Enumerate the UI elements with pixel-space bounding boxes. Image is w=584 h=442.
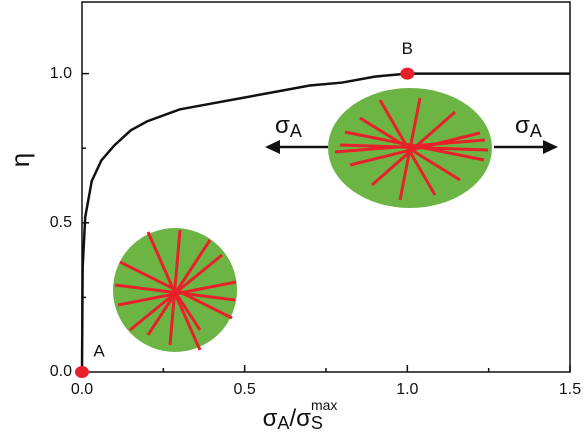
point-label: B xyxy=(402,39,413,58)
x-tick-label: 1.5 xyxy=(559,381,581,398)
arrow-label-base: σ xyxy=(275,112,290,139)
xlabel-part: S xyxy=(311,413,323,433)
arrow-label-sub: A xyxy=(530,121,542,141)
x-axis-label: σA/σSmax xyxy=(263,397,338,433)
xlabel-part: σ xyxy=(263,405,278,432)
curve xyxy=(80,72,570,373)
point xyxy=(75,366,89,378)
fiber-lines xyxy=(114,229,237,351)
xlabel-part: A xyxy=(277,413,289,433)
y-tick-label: 1.0 xyxy=(50,65,72,82)
arrow-label: σA xyxy=(275,112,302,140)
fiber-lines xyxy=(334,97,489,201)
x-tick-label: 0.0 xyxy=(71,381,93,398)
arrow-label-base: σ xyxy=(515,112,530,139)
x-tick-label: 0.5 xyxy=(234,381,256,398)
arrow-label: σA xyxy=(515,112,542,140)
xlabel-part: /σ xyxy=(289,405,311,432)
xlabel-part: max xyxy=(311,397,337,413)
x-tick-label: 1.0 xyxy=(396,381,418,398)
arrows xyxy=(265,140,558,154)
y-axis-label: η xyxy=(5,153,35,167)
y-tick-label: 0.5 xyxy=(50,214,72,231)
y-tick-label: 0.0 xyxy=(50,363,72,380)
arrow-label-sub: A xyxy=(290,121,302,141)
fibers xyxy=(113,88,558,352)
point-label: A xyxy=(93,341,105,360)
point xyxy=(400,67,415,80)
